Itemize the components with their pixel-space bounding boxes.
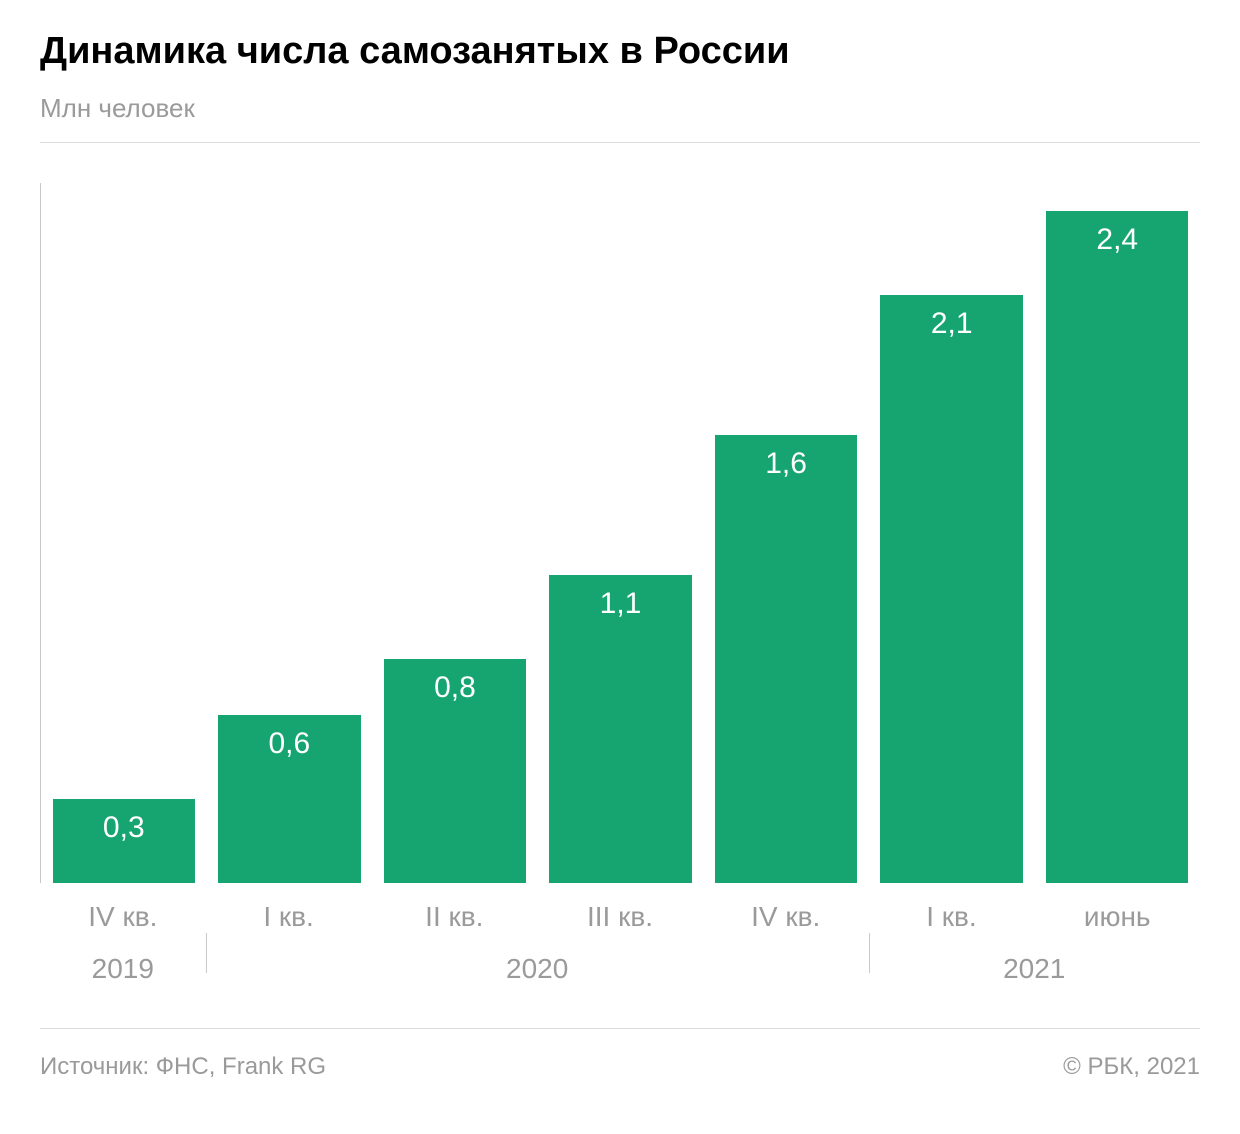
bar: 1,1 — [549, 575, 691, 883]
source-text: Источник: ФНС, Frank RG — [40, 1053, 326, 1081]
bar-value-label: 1,1 — [600, 587, 642, 621]
bar-value-label: 0,6 — [269, 727, 311, 761]
copyright-text: © РБК, 2021 — [1063, 1053, 1200, 1081]
bar-value-label: 0,3 — [103, 811, 145, 845]
x-axis-categories: IV кв.I кв.II кв.III кв.IV кв.I кв.июнь — [40, 901, 1200, 933]
bar: 2,1 — [880, 295, 1022, 883]
bar-chart: 0,3 0,6 0,8 1,1 1,6 2,1 2,4 — [40, 183, 1200, 883]
bar: 0,3 — [53, 799, 195, 883]
x-axis-label: IV кв. — [40, 901, 206, 933]
bar-slot: 2,4 — [1034, 183, 1200, 883]
divider-top — [40, 142, 1200, 143]
bar: 0,8 — [384, 659, 526, 883]
chart-subtitle: Млн человек — [40, 93, 1200, 124]
x-axis-label: июнь — [1034, 901, 1200, 933]
bar-slot: 0,8 — [372, 183, 538, 883]
x-axis-label: I кв. — [869, 901, 1035, 933]
year-divider-tick — [869, 933, 870, 973]
bar-value-label: 0,8 — [434, 671, 476, 705]
x-axis-label: I кв. — [206, 901, 372, 933]
bar-slot: 0,6 — [207, 183, 373, 883]
year-label: 2020 — [506, 953, 568, 985]
bar-slot: 1,6 — [703, 183, 869, 883]
chart-title: Динамика числа самозанятых в России — [40, 30, 1200, 73]
year-label: 2021 — [1003, 953, 1065, 985]
bar-slot: 2,1 — [869, 183, 1035, 883]
x-axis-label: II кв. — [371, 901, 537, 933]
year-label: 2019 — [92, 953, 154, 985]
x-axis-label: IV кв. — [703, 901, 869, 933]
bar-value-label: 2,4 — [1096, 223, 1138, 257]
bar: 0,6 — [218, 715, 360, 883]
x-axis-year-groups: 2019 2020 2021 — [40, 943, 1200, 1003]
x-axis-label: III кв. — [537, 901, 703, 933]
bar: 2,4 — [1046, 211, 1188, 883]
year-divider-tick — [206, 933, 207, 973]
bar-slot: 1,1 — [538, 183, 704, 883]
divider-bottom — [40, 1028, 1200, 1029]
bar-value-label: 2,1 — [931, 307, 973, 341]
bar-slot: 0,3 — [41, 183, 207, 883]
bar: 1,6 — [715, 435, 857, 883]
bar-value-label: 1,6 — [765, 447, 807, 481]
chart-footer: Источник: ФНС, Frank RG © РБК, 2021 — [40, 1053, 1200, 1081]
